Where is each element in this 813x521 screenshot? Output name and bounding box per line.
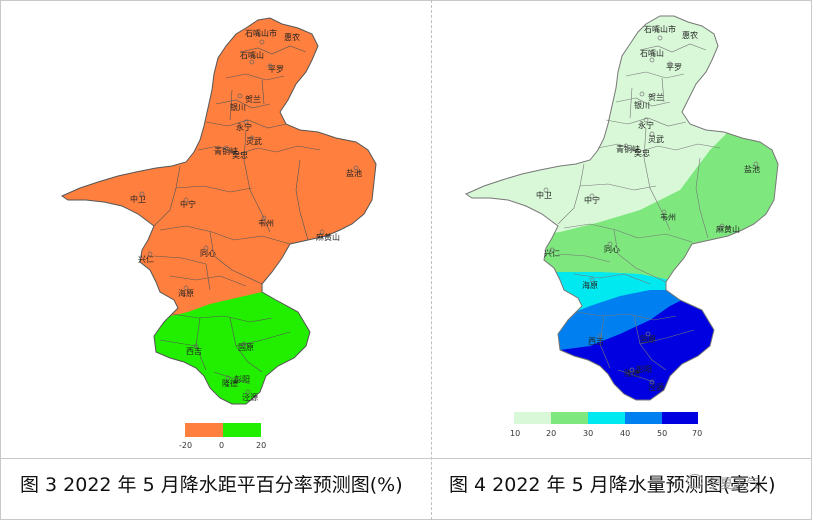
city-label: 泾源 bbox=[242, 393, 258, 402]
city-label: 永宁 bbox=[638, 120, 654, 130]
legend-swatch-orange bbox=[185, 423, 223, 437]
city-label: 中宁 bbox=[584, 195, 600, 205]
anomaly-map-caption: 图 3 2022 年 5 月降水距平百分率预测图(%) bbox=[20, 474, 403, 496]
city-label: 银川 bbox=[634, 100, 650, 110]
city-label: 石嘴山 bbox=[240, 50, 264, 60]
panel-divider bbox=[431, 0, 433, 520]
wechat-icon bbox=[687, 474, 703, 488]
legend-swatch-10-20 bbox=[514, 412, 551, 424]
caption-divider bbox=[0, 458, 812, 459]
precip-map-panel: 石嘴山市 惠农 石嘴山 平罗 贺兰 银川 永宁 灵武 青铜峡 吴忠 盐池 中卫 … bbox=[432, 0, 812, 458]
legend-swatch-20-30 bbox=[551, 412, 588, 424]
city-label: 吴忠 bbox=[232, 151, 248, 160]
city-label: 贺兰 bbox=[648, 92, 664, 102]
city-label: 石嘴山市 bbox=[644, 24, 676, 34]
city-label: 灵武 bbox=[648, 134, 664, 144]
city-label: 中宁 bbox=[180, 199, 196, 209]
city-label: 中卫 bbox=[130, 194, 146, 204]
city-label: 西吉 bbox=[186, 347, 202, 356]
city-label: 永宁 bbox=[236, 122, 252, 132]
city-label: 隆德 bbox=[624, 368, 640, 378]
city-label: 麻黄山 bbox=[316, 232, 340, 242]
watermark: 宁夏天气 bbox=[707, 477, 760, 492]
city-label: 石嘴山 bbox=[640, 48, 664, 58]
city-label: 平罗 bbox=[666, 63, 682, 72]
anomaly-legend: -20 0 20 bbox=[179, 423, 266, 450]
city-label: 同心 bbox=[200, 249, 216, 258]
city-label: 兴仁 bbox=[544, 248, 560, 258]
city-markers bbox=[139, 39, 359, 395]
legend-tick: 30 bbox=[583, 429, 593, 438]
city-label: 吴忠 bbox=[634, 149, 650, 158]
legend-tick: 20 bbox=[546, 429, 556, 438]
city-label: 青铜峡 bbox=[616, 144, 640, 154]
city-label: 盐池 bbox=[346, 168, 362, 178]
anomaly-map: 石嘴山市 惠农 石嘴山 平罗 贺兰 银川 永宁 灵武 青铜峡 吴忠 盐池 中卫 … bbox=[61, 17, 377, 450]
city-label: 隆德 bbox=[222, 378, 238, 388]
legend-tick: 50 bbox=[657, 429, 667, 438]
city-label: 中卫 bbox=[536, 190, 552, 200]
city-label: 同心 bbox=[604, 245, 620, 254]
city-label: 西吉 bbox=[588, 337, 604, 346]
legend-tick: 40 bbox=[620, 429, 630, 438]
city-label: 石嘴山市 bbox=[245, 28, 277, 38]
county-borders bbox=[153, 45, 321, 385]
city-label: 固原 bbox=[238, 343, 254, 352]
city-label: 韦州 bbox=[258, 219, 274, 228]
city-label: 彭阳 bbox=[234, 374, 250, 384]
city-label: 兴仁 bbox=[138, 254, 154, 264]
precip-city-labels: 石嘴山市 惠农 石嘴山 平罗 贺兰 银川 永宁 灵武 青铜峡 吴忠 盐池 中卫 … bbox=[536, 24, 760, 392]
legend-tick: 70 bbox=[692, 429, 702, 438]
legend-swatch-40-50 bbox=[625, 412, 662, 424]
city-label: 彭阳 bbox=[636, 364, 652, 374]
city-label: 惠农 bbox=[682, 30, 698, 40]
city-label: 麻黄山 bbox=[716, 224, 740, 234]
legend-tick: 10 bbox=[510, 429, 520, 438]
legend-swatch-30-40 bbox=[588, 412, 625, 424]
precip-map: 石嘴山市 惠农 石嘴山 平罗 贺兰 银川 永宁 灵武 青铜峡 吴忠 盐池 中卫 … bbox=[465, 15, 779, 438]
legend-tick: 0 bbox=[219, 441, 224, 450]
anomaly-map-panel: 石嘴山市 惠农 石嘴山 平罗 贺兰 银川 永宁 灵武 青铜峡 吴忠 盐池 中卫 … bbox=[0, 0, 431, 458]
city-label: 韦州 bbox=[660, 213, 676, 222]
city-label: 贺兰 bbox=[245, 94, 261, 104]
legend-tick: 20 bbox=[256, 441, 266, 450]
city-label: 固原 bbox=[640, 335, 656, 344]
precip-legend: 10 20 30 40 50 70 bbox=[510, 412, 702, 438]
legend-swatch-50-70 bbox=[662, 412, 698, 424]
legend-tick: -20 bbox=[179, 441, 192, 450]
city-label: 银川 bbox=[230, 102, 246, 112]
city-label: 惠农 bbox=[284, 32, 300, 42]
legend-swatch-green bbox=[223, 423, 261, 437]
county-borders bbox=[557, 43, 721, 383]
city-label: 青铜峡 bbox=[214, 146, 238, 156]
city-label: 灵武 bbox=[246, 136, 262, 146]
city-markers bbox=[543, 35, 759, 385]
city-label: 平罗 bbox=[268, 65, 284, 74]
city-label: 海原 bbox=[178, 288, 194, 298]
city-label: 海原 bbox=[582, 280, 598, 290]
city-label: 盐池 bbox=[744, 164, 760, 174]
anomaly-city-labels: 石嘴山市 惠农 石嘴山 平罗 贺兰 银川 永宁 灵武 青铜峡 吴忠 盐池 中卫 … bbox=[130, 28, 362, 402]
city-label: 泾源 bbox=[648, 383, 664, 392]
